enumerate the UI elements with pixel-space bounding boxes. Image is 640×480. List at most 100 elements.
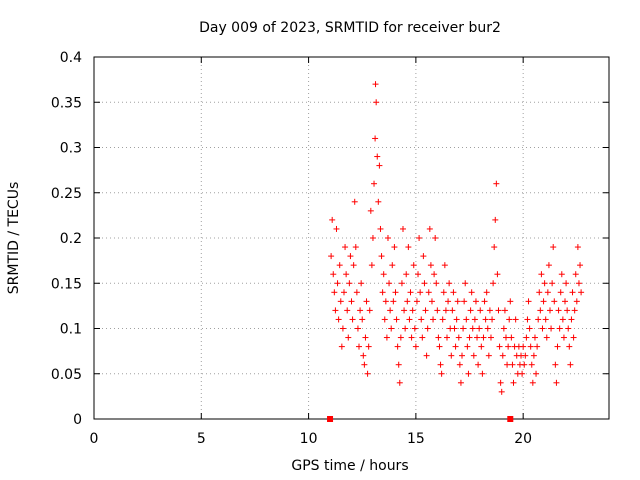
y-axis-label: SRMTID / TECUs (6, 182, 22, 295)
axis-marker (507, 416, 514, 422)
data-point (482, 316, 489, 323)
data-point (560, 334, 567, 341)
data-point (487, 334, 494, 341)
data-point (489, 316, 496, 323)
data-point (466, 334, 473, 341)
data-point (483, 289, 490, 296)
data-point (554, 343, 561, 350)
data-point (328, 253, 335, 260)
data-point (449, 307, 456, 314)
data-point (396, 379, 403, 386)
data-point (467, 307, 474, 314)
data-point (338, 343, 345, 350)
data-point (376, 162, 383, 169)
data-point (419, 334, 426, 341)
data-point (451, 325, 458, 332)
data-point (459, 352, 466, 359)
data-point (425, 289, 432, 296)
y-tick-label: 0.35 (51, 95, 82, 111)
data-point (440, 289, 447, 296)
data-point (346, 280, 353, 287)
data-point (377, 225, 384, 232)
data-point (403, 271, 410, 278)
data-point (468, 289, 475, 296)
data-point (507, 298, 514, 305)
data-point (401, 307, 408, 314)
data-point (557, 289, 564, 296)
data-point (408, 334, 415, 341)
data-point (503, 334, 509, 341)
data-point (498, 388, 505, 395)
data-point (461, 298, 468, 305)
data-point (421, 280, 428, 287)
x-tick-label: 5 (197, 431, 206, 447)
grid-layer (94, 57, 609, 419)
x-tick-label: 0 (90, 431, 99, 447)
data-point (336, 262, 343, 269)
data-point (550, 244, 557, 251)
data-point (568, 316, 575, 323)
data-point (539, 325, 546, 332)
data-point (575, 280, 582, 287)
data-point (529, 379, 536, 386)
chart-title: Day 009 of 2023, SRMTID for receiver bur… (199, 20, 501, 36)
data-point (480, 334, 487, 341)
data-point (360, 352, 367, 359)
data-point (383, 334, 390, 341)
data-point (364, 370, 371, 377)
data-point (367, 207, 374, 214)
data-point (505, 343, 512, 350)
data-point (523, 334, 530, 341)
data-point (521, 361, 528, 368)
data-point (365, 343, 372, 350)
data-point (335, 316, 342, 323)
data-point (342, 244, 349, 251)
data-point (463, 316, 470, 323)
y-tick-label: 0.1 (60, 322, 82, 338)
data-point (485, 352, 492, 359)
data-point (479, 370, 486, 377)
data-point (372, 135, 379, 142)
data-points (327, 81, 585, 422)
data-point (407, 289, 414, 296)
data-point (423, 352, 430, 359)
y-tick-label: 0.25 (51, 186, 82, 202)
data-point (389, 262, 396, 269)
data-point (443, 334, 450, 341)
data-point (492, 216, 499, 223)
data-point (352, 244, 359, 251)
data-point (574, 244, 581, 251)
data-point (457, 379, 464, 386)
data-point (330, 271, 337, 278)
data-point (509, 361, 516, 368)
data-point (464, 343, 471, 350)
data-point (420, 253, 427, 260)
data-point (512, 316, 519, 323)
data-point (504, 361, 511, 368)
data-point (556, 325, 563, 332)
data-point (438, 370, 445, 377)
data-point (334, 280, 341, 287)
data-point (388, 325, 395, 332)
data-point (349, 316, 356, 323)
x-tick-label: 15 (407, 431, 425, 447)
data-point (411, 325, 418, 332)
x-tick-label: 10 (300, 431, 318, 447)
data-point (531, 334, 538, 341)
data-point (540, 298, 547, 305)
data-point (331, 289, 338, 296)
data-point (491, 244, 498, 251)
data-point (362, 334, 369, 341)
data-point (344, 307, 351, 314)
data-point (542, 316, 549, 323)
data-point (332, 307, 339, 314)
y-tick-label: 0.15 (51, 276, 82, 292)
data-point (437, 361, 444, 368)
data-point (455, 334, 462, 341)
data-point (534, 343, 541, 350)
y-tick-label: 0.2 (60, 231, 82, 247)
data-point (351, 198, 358, 205)
data-point (395, 361, 402, 368)
data-point (350, 262, 357, 269)
data-point (543, 334, 550, 341)
